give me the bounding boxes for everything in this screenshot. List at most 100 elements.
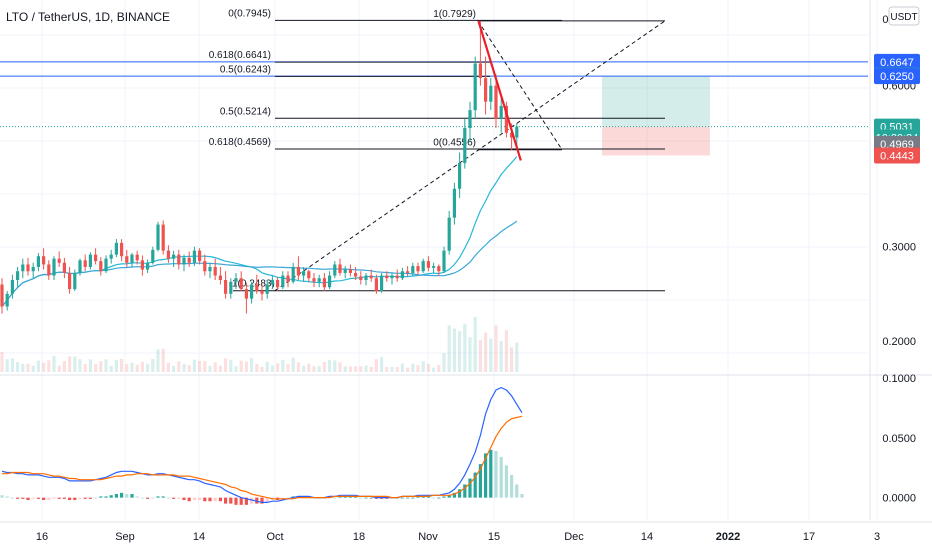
macd-line <box>1 386 523 503</box>
candle-body <box>130 254 134 263</box>
fib-level-label: 0.5(0.5214) <box>220 106 271 117</box>
histogram-bar <box>156 496 160 498</box>
time-tick-label: 18 <box>353 531 365 543</box>
candle-body <box>47 264 51 276</box>
candle-body <box>109 254 113 259</box>
candle-body <box>125 256 129 263</box>
volume-bar <box>307 363 311 372</box>
candle-body <box>302 271 306 276</box>
volume-bar <box>234 366 238 372</box>
volume-bar <box>343 366 347 372</box>
histogram-bar <box>161 496 165 498</box>
volume-bar <box>109 365 113 372</box>
volume-bar <box>218 365 222 372</box>
histogram-bar <box>62 497 66 499</box>
stop-loss-zone <box>602 126 710 156</box>
volume-bar <box>78 359 82 372</box>
histogram-bar <box>499 456 503 498</box>
volume-bar <box>187 365 191 372</box>
volume-bar <box>515 342 519 372</box>
histogram-bar <box>421 496 425 498</box>
volume-bar <box>312 366 316 372</box>
signal-line <box>2 415 523 500</box>
volume-bar <box>458 331 462 372</box>
candle-body <box>36 256 40 267</box>
volume-bar <box>421 361 425 372</box>
volume-bar <box>125 363 129 372</box>
candle-body <box>26 264 30 272</box>
volume-bar <box>135 364 139 372</box>
volume-bar <box>21 363 25 372</box>
histogram-bar <box>458 489 462 498</box>
candle-body <box>151 249 155 263</box>
histogram-bar <box>473 472 477 498</box>
histogram-bar <box>437 497 441 499</box>
candle-body <box>515 126 519 138</box>
volume-bar <box>484 332 488 372</box>
volume-bar <box>73 356 77 372</box>
histogram-bar <box>369 497 373 499</box>
volume-bar <box>473 317 477 372</box>
candle-body <box>426 261 430 268</box>
candle-body <box>208 266 212 272</box>
volume-bar <box>260 366 264 372</box>
histogram-bar <box>484 453 488 498</box>
candle-body <box>16 271 20 280</box>
moving-average-layer <box>1 156 518 307</box>
histogram-bar <box>120 492 124 498</box>
volume-bar <box>499 340 503 372</box>
histogram-bar <box>52 497 56 499</box>
volume-bar <box>504 330 508 372</box>
fib-level-label: 0(0.7945) <box>228 8 271 19</box>
volume-bar <box>26 363 30 372</box>
candle-body <box>400 271 404 279</box>
histogram-bar <box>265 497 269 503</box>
histogram-bar <box>47 497 51 501</box>
volume-bar <box>94 363 98 372</box>
time-tick-label: 3 <box>874 531 880 543</box>
symbol-title: LTO / TetherUS, 1D, BINANCE <box>6 10 170 24</box>
candle-body <box>432 266 436 268</box>
candle-body <box>177 254 181 265</box>
currency-button[interactable]: USDT <box>888 6 920 26</box>
histogram-bar <box>68 497 72 501</box>
histogram-bar <box>10 497 14 499</box>
histogram-bar <box>73 497 77 501</box>
volume-bar <box>333 360 337 372</box>
candle-body <box>286 275 290 282</box>
volume-bar <box>83 363 87 372</box>
fib-level-label: 0(0.4556) <box>433 138 476 149</box>
histogram-bar <box>338 496 342 498</box>
histogram-bar <box>234 497 238 505</box>
volume-bar <box>359 366 363 372</box>
candle-body <box>458 163 462 189</box>
histogram-bar <box>244 497 248 505</box>
candle-body <box>62 262 66 273</box>
price-tick-label: 0.3000 <box>882 242 916 254</box>
volume-bar <box>239 360 243 372</box>
fib-diagonal-line <box>274 20 666 292</box>
candle-body <box>88 254 92 267</box>
ma-slow-line <box>1 220 518 307</box>
volume-bar <box>374 359 378 372</box>
candle-body <box>312 278 316 282</box>
histogram-bar <box>364 497 368 499</box>
volume-bar <box>328 359 332 372</box>
volume-bar <box>463 323 467 372</box>
volume-bar <box>52 355 56 372</box>
histogram-bar <box>447 495 451 498</box>
candle-body <box>359 276 363 280</box>
volume-bar <box>380 357 384 372</box>
volume-bar <box>172 365 176 372</box>
fib-level-label: 0.618(0.6641) <box>209 50 271 61</box>
volume-bar <box>10 358 14 372</box>
fib-diagonal-line <box>477 20 563 150</box>
candle-body <box>343 269 347 273</box>
histogram-bar <box>135 496 139 498</box>
candle-body <box>198 250 202 262</box>
candle-body <box>83 260 87 267</box>
macd-tick-label: 0.0000 <box>882 493 916 505</box>
histogram-bar <box>520 494 524 498</box>
take-profit-zone <box>602 76 710 127</box>
